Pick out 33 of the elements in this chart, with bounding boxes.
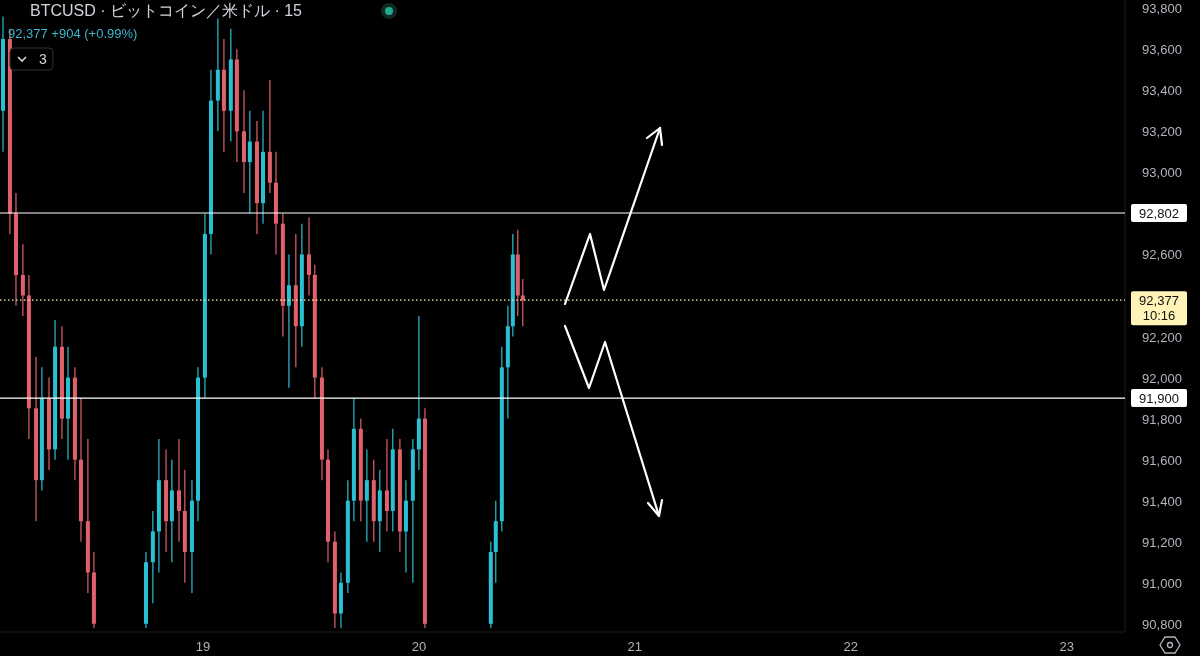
annotation: 3 bbox=[39, 51, 47, 67]
y-tick-label: 91,400 bbox=[1142, 493, 1182, 509]
y-tick-label: 90,800 bbox=[1142, 616, 1182, 632]
candlestick bbox=[177, 438, 182, 543]
y-tick-label: 92,200 bbox=[1142, 329, 1182, 345]
y-tick-label: 93,000 bbox=[1142, 165, 1182, 181]
y-tick-label: 93,400 bbox=[1142, 83, 1182, 99]
ref-line-label: 92,377 bbox=[1139, 293, 1179, 309]
y-tick-label: 91,200 bbox=[1142, 534, 1182, 550]
y-tick-label: 91,800 bbox=[1142, 411, 1182, 427]
x-tick-label: 22 bbox=[843, 639, 858, 654]
ref-line-label: 91,900 bbox=[1139, 391, 1179, 407]
x-tick-label: 23 bbox=[1059, 639, 1074, 654]
y-tick-label: 91,000 bbox=[1142, 575, 1182, 591]
y-tick-label: 93,200 bbox=[1142, 124, 1182, 140]
text: 10:16 bbox=[1142, 308, 1176, 324]
x-tick-label: 21 bbox=[627, 639, 643, 654]
candlestick bbox=[307, 216, 311, 297]
ref-line-label: 92,802 bbox=[1139, 205, 1179, 221]
candlestick bbox=[247, 110, 252, 214]
candlestick bbox=[20, 243, 25, 317]
candlestick bbox=[364, 448, 369, 543]
y-tick-label: 93,600 bbox=[1142, 42, 1182, 58]
candlestick bbox=[384, 438, 389, 533]
chart-title: BTCUSD · ビットコイン／米ドル · 15 bbox=[30, 2, 303, 19]
x-tick-label: 20 bbox=[411, 639, 427, 654]
y-tick-label: 93,800 bbox=[1142, 1, 1182, 17]
y-tick-label: 92,600 bbox=[1142, 247, 1182, 263]
candlestick bbox=[520, 278, 525, 327]
x-tick-label: 19 bbox=[195, 639, 211, 654]
y-tick-label: 92,000 bbox=[1142, 370, 1182, 386]
y-tick-label: 91,600 bbox=[1142, 452, 1182, 468]
candlestick bbox=[286, 253, 291, 389]
